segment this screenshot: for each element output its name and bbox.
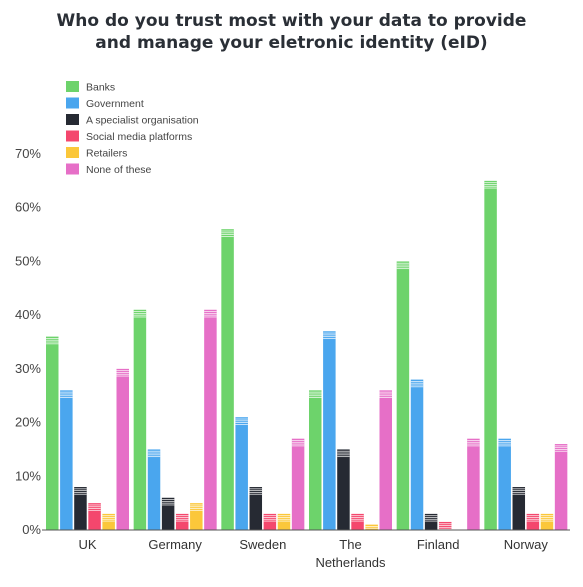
x-category-label-norway: Norway bbox=[504, 537, 549, 552]
bar-retailers-germany bbox=[190, 503, 203, 530]
bar-banks-sweden bbox=[221, 229, 234, 530]
bar-government-uk bbox=[60, 390, 73, 530]
x-category-label-finland: Finland bbox=[417, 537, 460, 552]
x-axis-labels: UK Germany Sweden The Netherlands Finland Norw… bbox=[78, 537, 548, 570]
bar-government-the-netherlands bbox=[323, 331, 336, 530]
bar-retailers-sweden bbox=[277, 513, 291, 530]
legend-item-social-media-platforms: Social media platforms bbox=[66, 130, 192, 143]
bar-social-media-platforms-uk bbox=[88, 503, 101, 530]
legend-swatch bbox=[66, 97, 79, 109]
y-tick-label: 40% bbox=[15, 307, 41, 322]
bar-banks-uk bbox=[46, 336, 59, 530]
x-category-label-uk: UK bbox=[78, 537, 96, 552]
x-category-label-germany: Germany bbox=[148, 537, 202, 552]
y-tick-label: 10% bbox=[15, 468, 41, 483]
legend-label: Social media platforms bbox=[86, 131, 192, 143]
bar-banks-germany bbox=[133, 309, 147, 530]
legend-swatch bbox=[66, 163, 79, 175]
bar-social-media-platforms-finland bbox=[438, 521, 452, 530]
bar-none-of-these-uk bbox=[116, 368, 129, 530]
x-category-label-the-netherlands: Netherlands bbox=[315, 555, 386, 570]
bar-government-norway bbox=[498, 438, 511, 530]
bar-a-specialist-organisation-finland bbox=[424, 513, 438, 530]
y-tick-label: 30% bbox=[15, 361, 41, 376]
chart-title-line-1: Who do you trust most with your data to … bbox=[56, 11, 527, 31]
bar-social-media-platforms-germany bbox=[175, 513, 189, 530]
bar-banks-norway bbox=[484, 180, 497, 530]
x-category-label-sweden: Sweden bbox=[239, 537, 286, 552]
legend-item-banks: Banks bbox=[66, 81, 115, 94]
y-tick-label: 60% bbox=[15, 200, 41, 215]
bar-none-of-these-sweden bbox=[291, 438, 305, 530]
bar-government-finland bbox=[410, 379, 424, 530]
bar-a-specialist-organisation-uk bbox=[74, 487, 87, 530]
legend-label: Retailers bbox=[86, 148, 127, 160]
bar-none-of-these-finland bbox=[467, 438, 480, 530]
legend-label: Banks bbox=[86, 82, 115, 94]
bar-retailers-uk bbox=[102, 513, 115, 530]
bar-a-specialist-organisation-the-netherlands bbox=[337, 449, 350, 530]
bar-banks-the-netherlands bbox=[309, 390, 322, 530]
legend-label: A specialist organisation bbox=[86, 115, 199, 127]
legend-swatch bbox=[66, 130, 79, 142]
bar-none-of-these-germany bbox=[204, 309, 217, 530]
y-tick-label: 0% bbox=[22, 522, 41, 537]
chart-title: Who do you trust most with your data to … bbox=[0, 10, 583, 54]
bar-social-media-platforms-the-netherlands bbox=[351, 513, 364, 530]
legend-item-none-of-these: None of these bbox=[66, 163, 152, 176]
legend-label: None of these bbox=[86, 164, 152, 176]
legend-item-a-specialist-organisation: A specialist organisation bbox=[66, 114, 199, 127]
bars bbox=[46, 180, 568, 530]
y-tick-label: 20% bbox=[15, 415, 41, 430]
bar-social-media-platforms-sweden bbox=[263, 513, 277, 530]
bar-government-germany bbox=[147, 449, 161, 530]
chart-title-line-2: and manage your eletronic identity (eID) bbox=[95, 33, 488, 53]
bar-a-specialist-organisation-germany bbox=[161, 497, 175, 530]
bar-a-specialist-organisation-norway bbox=[512, 487, 526, 530]
y-tick-label: 70% bbox=[15, 146, 41, 161]
y-axis: 0% 10% 20% 30% 40% 50% 60% 70% bbox=[15, 146, 41, 537]
x-category-label-the-netherlands: The bbox=[339, 537, 361, 552]
legend-swatch bbox=[66, 81, 79, 92]
bar-a-specialist-organisation-sweden bbox=[249, 487, 263, 530]
bar-none-of-these-norway bbox=[554, 444, 568, 530]
bar-social-media-platforms-norway bbox=[526, 513, 540, 530]
legend-item-government: Government bbox=[66, 97, 144, 110]
bar-retailers-the-netherlands bbox=[365, 524, 378, 530]
bar-retailers-norway bbox=[540, 513, 554, 530]
y-tick-label: 50% bbox=[15, 253, 41, 268]
legend: Banks Government A specialist organisation… bbox=[66, 81, 199, 176]
bar-banks-finland bbox=[396, 261, 410, 530]
bar-none-of-these-the-netherlands bbox=[379, 390, 392, 530]
legend-swatch bbox=[66, 114, 79, 125]
legend-item-retailers: Retailers bbox=[66, 147, 127, 160]
legend-swatch bbox=[66, 147, 79, 158]
bar-government-sweden bbox=[235, 417, 248, 530]
legend-label: Government bbox=[86, 98, 144, 110]
